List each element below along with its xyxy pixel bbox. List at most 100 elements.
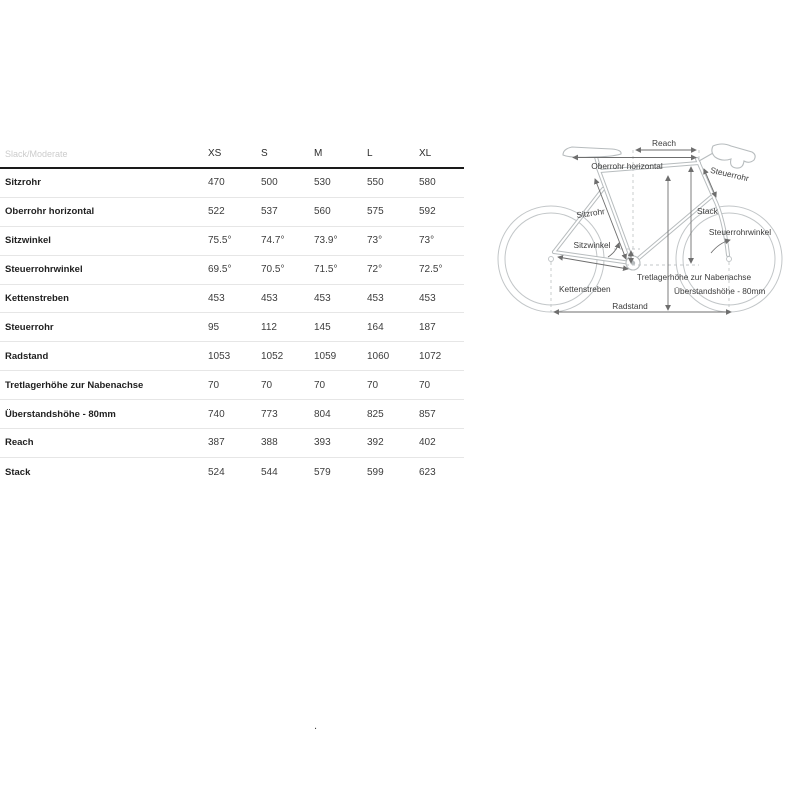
cell-value: 560 — [314, 206, 331, 218]
label-stack: Stack — [697, 206, 719, 216]
cell-value: 69.5° — [208, 264, 232, 276]
cell-value: 95 — [208, 321, 220, 333]
cell-value: 70 — [314, 379, 326, 391]
cell-value: 72.5° — [419, 264, 443, 276]
column-header-xs: XS — [208, 148, 222, 159]
cell-value: 393 — [314, 437, 331, 449]
footer-dot: . — [314, 720, 318, 732]
label-tretlagerhoehe: Tretlagerhöhe zur Nabenachse — [637, 272, 751, 282]
table-row: Oberrohr horizontal 522 537 560 575 592 — [0, 198, 464, 227]
cell-value: 825 — [367, 408, 384, 420]
column-header-s: S — [261, 148, 268, 159]
row-label: Stack — [5, 466, 31, 478]
cell-value: 73.9° — [314, 235, 338, 247]
cell-value: 73° — [419, 235, 435, 247]
cell-value: 387 — [208, 437, 225, 449]
row-label: Steuerrohrwinkel — [5, 264, 83, 276]
row-label: Sitzwinkel — [5, 235, 51, 247]
cell-value: 453 — [367, 293, 384, 304]
cell-value: 1072 — [419, 350, 442, 362]
cell-value: 1053 — [208, 350, 231, 362]
cell-value: 70 — [419, 379, 431, 391]
cell-value: 804 — [314, 408, 331, 420]
cell-value: 71.5° — [314, 264, 338, 276]
cell-value: 1060 — [367, 350, 390, 362]
table-row: Überstandshöhe - 80mm 740 773 804 825 85… — [0, 400, 464, 430]
cell-value: 453 — [208, 293, 225, 304]
table-row: Reach 387 388 393 392 402 — [0, 429, 464, 458]
label-kettenstreben: Kettenstreben — [559, 284, 611, 294]
cell-value: 537 — [261, 206, 278, 218]
table-row: Kettenstreben 453 453 453 453 453 — [0, 285, 464, 314]
label-sitzrohr: Sitzrohr — [576, 206, 606, 220]
label-reach: Reach — [652, 138, 676, 148]
cell-value: 388 — [261, 437, 278, 449]
table-row: Sitzrohr 470 500 530 550 580 — [0, 169, 464, 198]
geometry-category-label: Slack/Moderate — [5, 148, 68, 159]
label-sitzwinkel: Sitzwinkel — [574, 240, 611, 250]
row-label: Sitzrohr — [5, 177, 41, 189]
handlebar-icon — [698, 143, 756, 169]
column-header-l: L — [367, 148, 373, 159]
row-label: Tretlagerhöhe zur Nabenachse — [5, 379, 144, 391]
cell-value: 75.5° — [208, 235, 232, 247]
row-label: Kettenstreben — [5, 293, 69, 304]
cell-value: 522 — [208, 206, 225, 218]
cell-value: 73° — [367, 235, 383, 247]
geometry-table: Slack/Moderate XS S M L XL Sitzrohr 470 … — [0, 140, 464, 487]
cell-value: 592 — [419, 206, 436, 218]
cell-value: 72° — [367, 264, 383, 276]
table-row: Stack 524 544 579 599 623 — [0, 458, 464, 487]
bike-geometry-diagram: Reach Oberrohr horizontal Steuerrohr Sit… — [497, 138, 783, 315]
geometry-table-body: Sitzrohr 470 500 530 550 580 Oberrohr ho… — [0, 169, 464, 487]
column-header-m: M — [314, 148, 323, 159]
cell-value: 453 — [419, 293, 436, 304]
cell-value: 544 — [261, 466, 278, 478]
row-label: Reach — [5, 437, 34, 449]
cell-value: 453 — [261, 293, 278, 304]
cell-value: 112 — [261, 321, 277, 333]
cell-value: 453 — [314, 293, 331, 304]
cell-value: 579 — [314, 466, 331, 478]
cell-value: 470 — [208, 177, 225, 189]
cell-value: 740 — [208, 408, 225, 420]
rear-wheel-icon — [497, 205, 605, 313]
table-row: Steuerrohrwinkel 69.5° 70.5° 71.5° 72° 7… — [0, 256, 464, 285]
label-radstand: Radstand — [612, 301, 648, 311]
cell-value: 164 — [367, 321, 384, 333]
label-steuerrohr: Steuerrohr — [709, 165, 750, 184]
front-wheel-icon — [675, 205, 783, 313]
column-header-xl: XL — [419, 148, 432, 159]
cell-value: 623 — [419, 466, 436, 478]
cell-value: 70.5° — [261, 264, 285, 276]
geometry-table-header: Slack/Moderate XS S M L XL — [0, 140, 464, 169]
cell-value: 74.7° — [261, 235, 285, 247]
table-row: Tretlagerhöhe zur Nabenachse 70 70 70 70… — [0, 371, 464, 401]
label-ueberstandshoehe: Überstandshöhe - 80mm — [674, 286, 765, 296]
cell-value: 1059 — [314, 350, 337, 362]
cell-value: 1052 — [261, 350, 284, 362]
row-label: Steuerrohr — [5, 321, 54, 333]
saddle-icon — [562, 146, 622, 158]
cell-value: 599 — [367, 466, 384, 478]
label-steuerrohrwinkel: Steuerrohrwinkel — [709, 227, 771, 237]
cell-value: 187 — [419, 321, 436, 333]
cell-value: 550 — [367, 177, 384, 189]
cell-value: 70 — [208, 379, 220, 391]
dimension-lines — [553, 147, 732, 315]
cell-value: 70 — [261, 379, 273, 391]
cell-value: 392 — [367, 437, 384, 449]
construction-lines — [550, 150, 730, 312]
cell-value: 524 — [208, 466, 225, 478]
row-label: Oberrohr horizontal — [5, 206, 95, 218]
cell-value: 530 — [314, 177, 331, 189]
cell-value: 773 — [261, 408, 278, 420]
table-row: Sitzwinkel 75.5° 74.7° 73.9° 73° 73° — [0, 227, 464, 256]
cell-value: 580 — [419, 177, 436, 189]
cell-value: 145 — [314, 321, 331, 333]
row-label: Radstand — [5, 350, 49, 362]
cell-value: 70 — [367, 379, 379, 391]
row-label: Überstandshöhe - 80mm — [5, 408, 116, 420]
table-row: Radstand 1053 1052 1059 1060 1072 — [0, 342, 464, 372]
table-row: Steuerrohr 95 112 145 164 187 — [0, 313, 464, 343]
